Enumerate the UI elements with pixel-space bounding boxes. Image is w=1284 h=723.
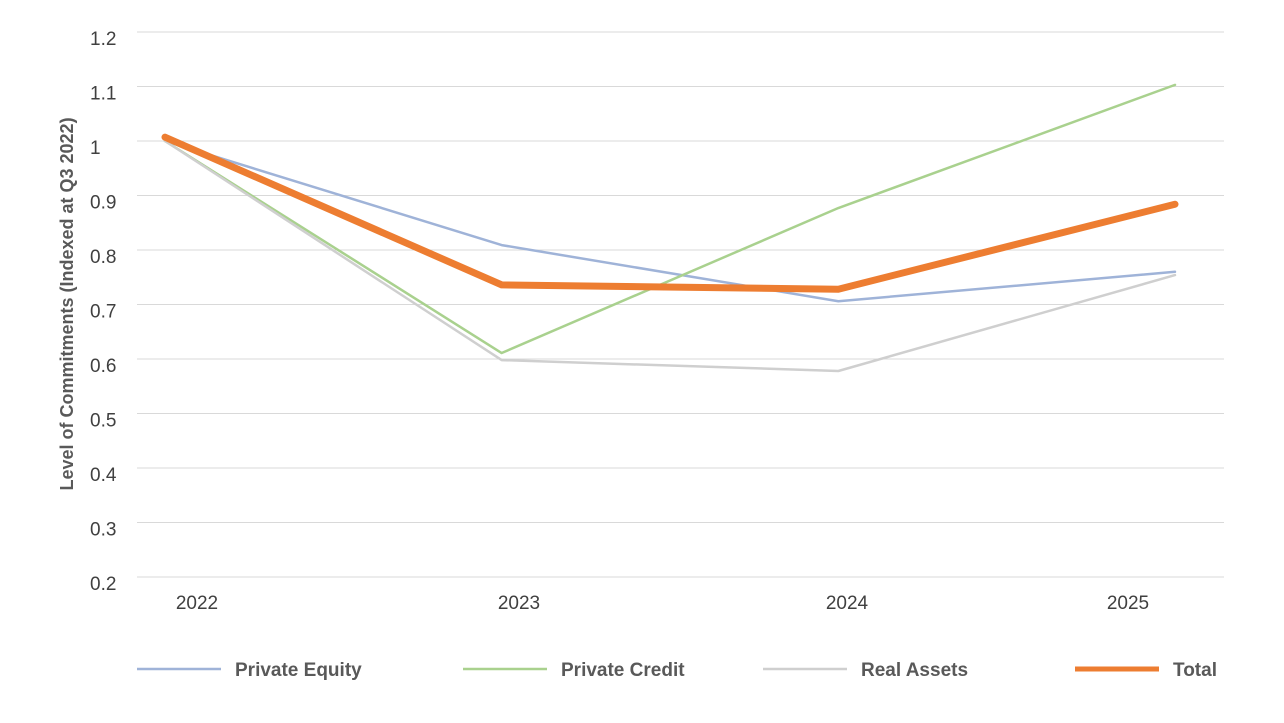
y-tick-label: 0.3 <box>90 520 116 541</box>
y-tick-label: 0.6 <box>90 356 116 377</box>
y-tick-label: 0.5 <box>90 411 116 432</box>
series-line <box>163 83 1177 355</box>
legend-text: Private Credit <box>561 660 685 681</box>
legend-text: Total <box>1173 660 1217 681</box>
x-tick-label: 2022 <box>176 593 218 614</box>
series-line <box>163 139 1177 373</box>
series-line <box>163 139 1177 303</box>
y-tick-label: 0.2 <box>90 574 116 595</box>
y-tick-label: 0.9 <box>90 193 116 214</box>
y-tick-label: 1.1 <box>90 84 116 105</box>
x-tick-label: 2023 <box>498 593 540 614</box>
y-axis-title: Level of Commitments (Indexed at Q3 2022… <box>57 117 77 490</box>
y-tick-label: 1 <box>90 138 101 159</box>
legend-text: Private Equity <box>235 660 362 681</box>
y-tick-label: 0.8 <box>90 247 116 268</box>
x-tick-label: 2025 <box>1107 593 1149 614</box>
y-tick-label: 1.2 <box>90 29 116 50</box>
legend-text: Real Assets <box>861 660 968 681</box>
x-tick-label: 2024 <box>826 593 869 614</box>
y-tick-label: 0.7 <box>90 302 116 323</box>
y-tick-label: 0.4 <box>90 465 117 486</box>
series-line <box>161 133 1179 293</box>
